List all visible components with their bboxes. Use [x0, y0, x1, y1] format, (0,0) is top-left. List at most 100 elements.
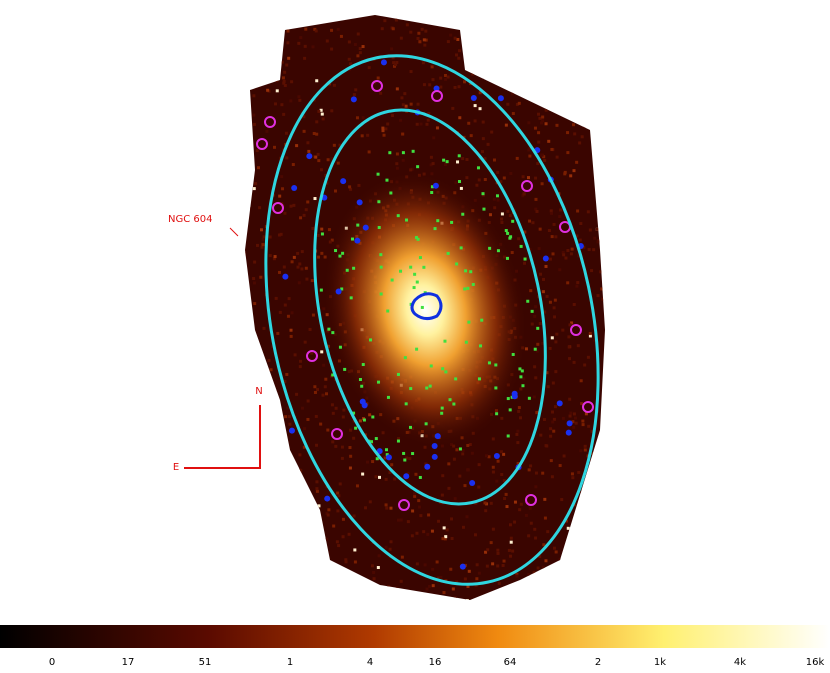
pixel — [529, 521, 533, 525]
pixel — [509, 171, 513, 175]
pixel — [523, 261, 527, 265]
magenta-region — [272, 202, 284, 214]
green-source — [443, 339, 447, 343]
pixel — [282, 112, 286, 116]
pixel — [504, 123, 508, 127]
green-source — [362, 418, 366, 422]
pixel — [370, 564, 374, 568]
pixel — [564, 256, 568, 260]
blue-source — [288, 427, 295, 434]
pixel — [511, 40, 515, 44]
pixel — [247, 145, 251, 149]
pixel — [550, 147, 554, 151]
pixel — [521, 194, 525, 198]
pixel — [511, 549, 515, 553]
pixel — [549, 459, 553, 463]
pixel — [516, 429, 520, 433]
pixel — [595, 26, 599, 30]
pixel — [264, 463, 268, 467]
pixel — [519, 416, 523, 420]
pixel — [458, 474, 462, 478]
pixel — [594, 58, 598, 62]
pixel — [588, 547, 592, 551]
pixel — [533, 598, 537, 600]
pixel — [545, 294, 549, 298]
pixel — [541, 471, 545, 475]
blue-source — [356, 199, 363, 206]
pixel — [534, 376, 538, 380]
green-source — [457, 154, 461, 158]
pixel — [525, 577, 529, 581]
blue-source — [470, 94, 477, 101]
pixel — [353, 560, 357, 564]
pixel — [245, 557, 246, 561]
pixel — [495, 479, 499, 483]
pixel — [422, 83, 426, 87]
pixel — [443, 162, 447, 166]
pixel — [399, 118, 403, 122]
pixel — [257, 378, 261, 382]
pixel — [341, 535, 345, 539]
pixel — [453, 85, 457, 89]
pixel — [394, 587, 398, 591]
pixel — [481, 120, 485, 124]
pixel — [316, 233, 320, 237]
pixel — [496, 459, 500, 463]
blue-source — [431, 453, 438, 460]
pixel — [561, 36, 565, 40]
pixel — [601, 113, 605, 117]
pixel — [507, 548, 511, 552]
pixel — [473, 119, 477, 123]
pixel — [428, 83, 432, 87]
green-source — [459, 246, 463, 250]
pixel — [384, 477, 388, 481]
pixel — [257, 486, 261, 490]
pixel — [534, 471, 538, 475]
pixel — [290, 311, 294, 315]
pixel — [555, 332, 559, 336]
pixel — [265, 377, 269, 381]
pixel — [515, 574, 519, 578]
pixel — [293, 554, 297, 558]
pixel — [310, 279, 314, 283]
pixel — [274, 49, 278, 53]
compass-north: N — [255, 386, 262, 397]
pixel — [315, 480, 319, 484]
pixel — [262, 235, 266, 239]
compass-east: E — [173, 462, 179, 473]
pixel — [535, 410, 539, 414]
pixel — [271, 67, 275, 71]
pixel — [551, 420, 555, 424]
pixel — [274, 296, 278, 300]
pixel — [477, 571, 481, 575]
pixel — [358, 419, 362, 423]
pixel — [315, 590, 319, 594]
pixel — [486, 142, 490, 146]
pixel — [290, 80, 294, 84]
green-source — [404, 402, 408, 406]
green-source — [463, 287, 467, 291]
pixel — [267, 358, 271, 362]
pixel — [531, 55, 535, 59]
pixel — [563, 586, 567, 590]
pixel — [559, 208, 563, 212]
pixel — [570, 472, 574, 476]
pixel — [583, 16, 587, 20]
pixel — [316, 388, 320, 392]
pixel — [502, 452, 506, 456]
pixel — [283, 211, 287, 215]
green-source — [338, 345, 342, 349]
pixel — [456, 160, 460, 164]
pixel — [575, 284, 579, 288]
pixel — [569, 411, 573, 415]
pixel — [541, 290, 545, 294]
pixel — [468, 443, 472, 447]
pixel — [463, 484, 467, 488]
pixel — [552, 417, 556, 421]
green-source — [374, 437, 378, 441]
green-source — [471, 282, 475, 286]
pixel — [314, 17, 318, 21]
pixel — [422, 530, 426, 534]
pixel — [593, 550, 597, 554]
